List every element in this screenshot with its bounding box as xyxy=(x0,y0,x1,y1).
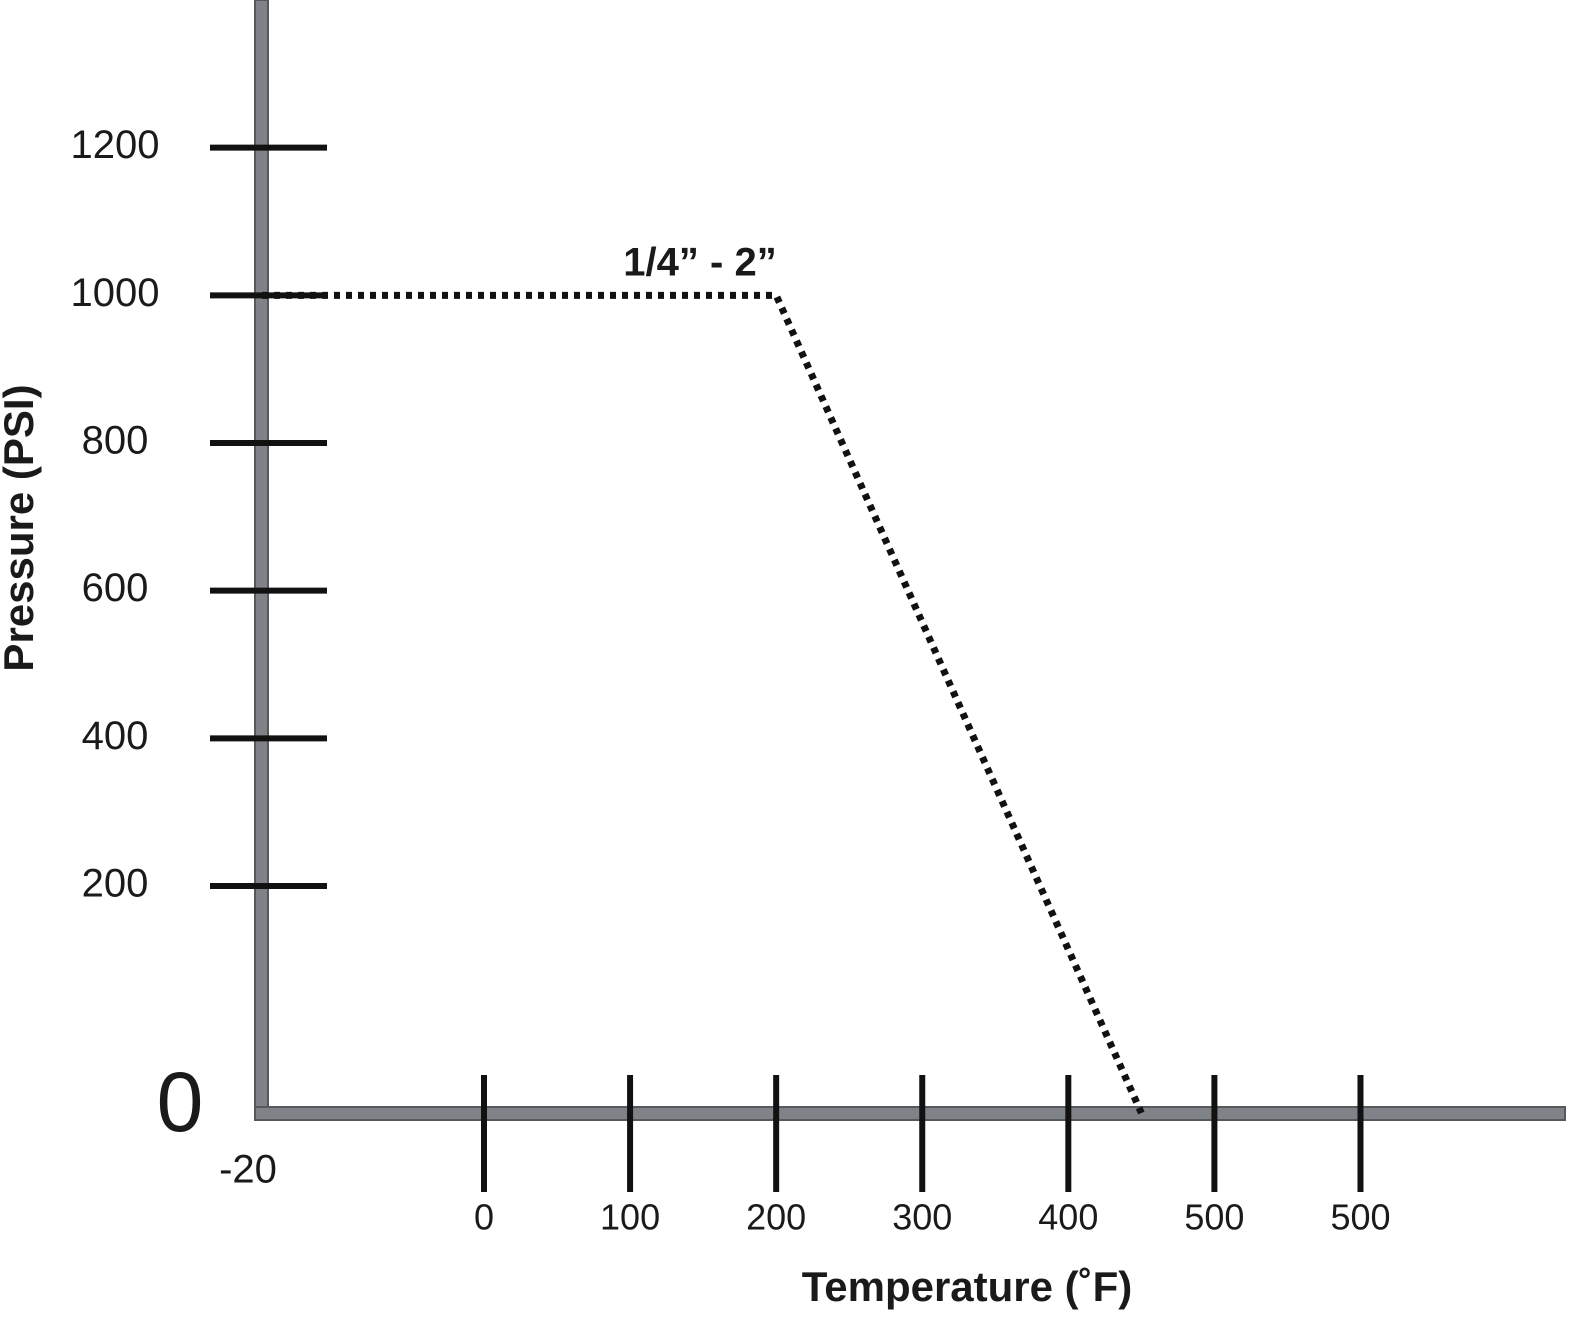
x-tick-label: 300 xyxy=(892,1197,952,1238)
y-tick-label: 0 xyxy=(157,1055,204,1149)
y-tick-label: 400 xyxy=(82,714,149,758)
x-tick-label: 400 xyxy=(1038,1197,1098,1238)
y-axis-label: Pressure (PSI) xyxy=(0,384,42,671)
y-tick-label: 600 xyxy=(82,566,149,610)
series-line xyxy=(262,291,1145,1115)
x-tick-label: 200 xyxy=(746,1197,806,1238)
x-tick-label: -20 xyxy=(219,1148,277,1192)
x-tick-label: 0 xyxy=(474,1197,494,1238)
x-axis-label: Temperature (˚F) xyxy=(802,1263,1133,1310)
x-tick-label: 500 xyxy=(1330,1197,1390,1238)
y-axis xyxy=(254,0,269,1121)
y-tick-label: 200 xyxy=(82,862,149,906)
x-tick-label: 100 xyxy=(600,1197,660,1238)
series-label: 1/4” - 2” xyxy=(623,241,776,285)
y-tick-label: 1000 xyxy=(71,271,160,315)
y-tick-label: 800 xyxy=(82,419,149,463)
x-tick-label: 500 xyxy=(1184,1197,1244,1238)
y-tick-label: 1200 xyxy=(71,123,160,167)
x-axis xyxy=(254,1106,1566,1121)
